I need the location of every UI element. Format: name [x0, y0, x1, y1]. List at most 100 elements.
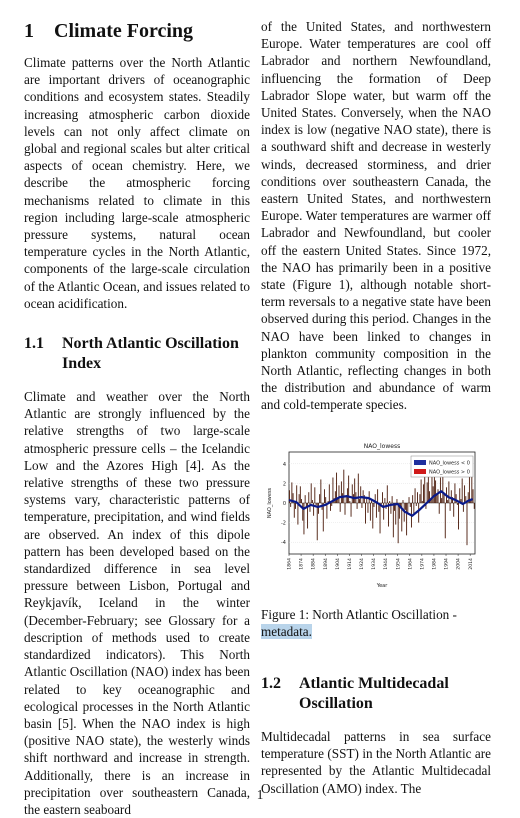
chart-title: NAO_lowess [364, 443, 400, 450]
nao-bar [293, 502, 295, 518]
nao-bar [290, 502, 292, 507]
nao-bar [382, 491, 383, 503]
nao-bar [289, 489, 290, 503]
nao-bar [377, 488, 379, 503]
nao-bar [326, 502, 328, 519]
caption-text: Figure 1: North Atlantic Oscillation - [261, 606, 457, 622]
nao-bar [407, 502, 409, 513]
nao-bar [461, 478, 463, 503]
nao-bar [415, 502, 417, 506]
nao-bar [361, 502, 363, 508]
nao-bar [471, 467, 473, 503]
legend-swatch [414, 459, 426, 465]
nao-bar [309, 502, 311, 512]
nao-bar [372, 502, 374, 529]
nao-bar [384, 497, 386, 503]
nao-bar [448, 481, 450, 503]
nao-bar [378, 502, 380, 512]
nao-bar [371, 499, 373, 503]
nao-bar [389, 500, 391, 503]
nao-bar [431, 475, 433, 503]
nao-bar [439, 477, 441, 503]
nao-bar [427, 457, 429, 503]
nao-bar [296, 485, 298, 503]
nao-bar [314, 486, 316, 503]
nao-bar [447, 499, 449, 503]
nao-bar [443, 492, 445, 503]
nao-bar [297, 502, 299, 525]
nao-bar [380, 502, 382, 505]
nao-bar [412, 494, 414, 503]
nao-paragraph: Climate and weather over the North Atlan… [24, 389, 250, 817]
nao-bar [394, 502, 395, 511]
x-tick-label: 1984 [432, 558, 438, 570]
nao-bar [344, 502, 346, 515]
nao-bar [315, 502, 317, 505]
x-tick-label: 1944 [383, 558, 389, 570]
nao-bar [449, 502, 451, 511]
nao-bar [438, 502, 440, 514]
caption-highlight[interactable]: metadata. [261, 623, 312, 639]
x-tick-label: 1874 [299, 558, 305, 570]
nao-bar [419, 493, 421, 503]
nao-bar [305, 502, 307, 508]
nao-bar [334, 490, 336, 503]
nao-bar [386, 485, 388, 503]
section-number: 1 [24, 20, 34, 42]
lowess-line [288, 489, 473, 517]
nao-bar [441, 497, 443, 503]
nao-bar [418, 502, 420, 523]
nao-bar [408, 496, 410, 503]
x-tick-label: 2014 [468, 558, 474, 570]
nao-bar [414, 487, 416, 503]
nao-bar [351, 484, 353, 503]
x-axis-label: Year [376, 583, 389, 589]
nao-bar [468, 474, 470, 503]
right-column: of the United States, and northwestern E… [261, 18, 491, 797]
figure-1: NAO_lowess -4 -2 0 2 4 1864 1874 1884 1894 1904 191… [263, 438, 483, 590]
nao-bar [332, 477, 334, 503]
nao-bar [350, 502, 352, 517]
nao-bar [433, 464, 435, 503]
nao-bar [453, 502, 455, 517]
nao-bar [330, 502, 331, 511]
x-tick-label: 1884 [311, 558, 317, 570]
nao-bar [437, 488, 439, 503]
x-tick-label: 1964 [407, 558, 413, 570]
nao-bar [455, 493, 457, 503]
y-tick-label: 0 [283, 501, 286, 507]
nao-bar [342, 492, 344, 503]
nao-bar [398, 502, 400, 519]
nao-bar [459, 487, 461, 503]
nao-bar [467, 491, 469, 503]
nao-bar [472, 488, 474, 503]
figure-caption: Figure 1: North Atlantic Oscillation - m… [261, 606, 491, 640]
nao-bar [430, 498, 432, 503]
nao-bar [397, 502, 399, 543]
nao-bar [454, 483, 456, 503]
nao-bar [325, 496, 327, 503]
nao-bar [367, 502, 369, 513]
nao-bar [340, 481, 342, 503]
page-number: 1 [256, 787, 264, 802]
nao-paragraph-continued: of the United States, and northwestern E… [261, 19, 491, 413]
nao-bar [404, 502, 406, 510]
nao-bar [383, 502, 385, 520]
nao-bar [473, 502, 475, 509]
nao-chart: NAO_lowess -4 -2 0 2 4 1864 1874 1884 1894 1904 191… [267, 443, 476, 589]
nao-bar [343, 469, 345, 503]
nao-bar [291, 482, 293, 503]
x-tick-label: 2004 [456, 558, 462, 570]
nao-bar [369, 502, 371, 521]
nao-bar [336, 472, 338, 503]
legend-label: NAO_lowess < 0 [429, 460, 470, 466]
nao-bar [400, 502, 402, 508]
x-tick-label: 1934 [371, 558, 377, 570]
nao-bar [301, 498, 302, 503]
x-tick-label: 1954 [395, 558, 401, 570]
nao-bar [339, 502, 341, 512]
nao-bar [470, 500, 472, 503]
legend-swatch [414, 468, 426, 474]
nao-bar [327, 500, 329, 503]
nao-bar [363, 494, 365, 503]
